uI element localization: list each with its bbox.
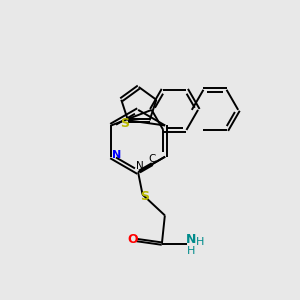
Text: S: S <box>140 190 149 202</box>
Text: H: H <box>195 237 204 247</box>
Text: N: N <box>112 150 121 160</box>
Text: N: N <box>136 161 143 171</box>
Text: S: S <box>120 117 129 130</box>
Text: C: C <box>148 154 156 164</box>
Text: O: O <box>127 233 138 246</box>
Text: H: H <box>187 246 195 256</box>
Text: N: N <box>185 233 196 246</box>
